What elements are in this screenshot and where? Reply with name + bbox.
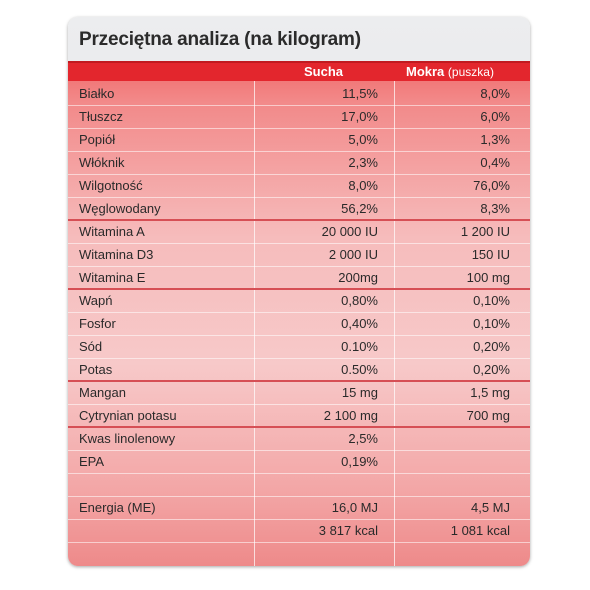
wet-value: 1,3% xyxy=(480,132,510,147)
table-row: Witamina D3 2 000 IU 150 IU xyxy=(68,244,530,267)
dry-value: 2 000 IU xyxy=(328,247,378,262)
wet-value: 1,5 mg xyxy=(470,385,510,400)
table-row: Witamina A 20 000 IU 1 200 IU xyxy=(68,221,530,244)
header-wet: Mokra (puszka) xyxy=(406,64,494,79)
table-row: Wilgotność 8,0% 76,0% xyxy=(68,175,530,198)
dry-value: 11,5% xyxy=(342,86,378,101)
table-row: Tłuszcz 17,0% 6,0% xyxy=(68,106,530,129)
header-dry: Sucha xyxy=(304,64,344,79)
dry-value: 16,0 MJ xyxy=(331,500,378,515)
dry-value: 2,3% xyxy=(348,155,378,170)
dry-value: 200mg xyxy=(338,270,378,285)
dry-value: 0,40% xyxy=(341,316,378,331)
wet-value: 1 200 IU xyxy=(460,224,510,239)
table-row: Energia (ME) 16,0 MJ 4,5 MJ xyxy=(68,497,530,520)
table-row: Włóknik 2,3% 0,4% xyxy=(68,152,530,175)
row-label: Mangan xyxy=(79,385,126,400)
row-label: Witamina D3 xyxy=(79,247,154,262)
dry-value: 0,19% xyxy=(341,454,378,469)
wet-value: 1 081 kcal xyxy=(450,523,510,538)
table-row: Sód 0.10% 0,20% xyxy=(68,336,530,359)
row-label: Witamina E xyxy=(79,270,146,285)
dry-value: 15 mg xyxy=(341,385,378,400)
dry-value: 5,0% xyxy=(348,132,378,147)
column-divider xyxy=(254,81,255,566)
row-label: Włóknik xyxy=(79,155,125,170)
row-label: Popiół xyxy=(79,132,116,147)
wet-value: 6,0% xyxy=(480,109,510,124)
table-row: Kwas linolenowy 2,5% xyxy=(68,428,530,451)
wet-value: 0,10% xyxy=(473,293,510,308)
row-label: Fosfor xyxy=(79,316,116,331)
dry-value: 56,2% xyxy=(341,201,378,216)
dry-value: 0.10% xyxy=(341,339,378,354)
table-row: 3 817 kcal 1 081 kcal xyxy=(68,520,530,543)
dry-value: 20 000 IU xyxy=(321,224,378,239)
table-row: Potas 0.50% 0,20% xyxy=(68,359,530,382)
table-row: Fosfor 0,40% 0,10% xyxy=(68,313,530,336)
table-row: Węglowodany 56,2% 8,3% xyxy=(68,198,530,221)
table-header: Sucha Mokra (puszka) xyxy=(68,61,530,81)
row-label: Witamina A xyxy=(79,224,145,239)
column-divider xyxy=(394,81,395,566)
row-label: EPA xyxy=(79,454,105,469)
table-row: Białko 11,5% 8,0% xyxy=(68,83,530,106)
row-label: Kwas linolenowy xyxy=(79,431,176,446)
wet-value: 100 mg xyxy=(466,270,510,285)
row-label: Cytrynian potasu xyxy=(79,408,177,423)
wet-value: 8,3% xyxy=(480,201,510,216)
row-label: Sód xyxy=(79,339,103,354)
row-label: Potas xyxy=(79,362,113,377)
row-label: Energia (ME) xyxy=(79,500,156,515)
wet-value: 0,10% xyxy=(473,316,510,331)
table-row: Cytrynian potasu 2 100 mg 700 mg xyxy=(68,405,530,428)
table-row xyxy=(68,474,530,497)
header-wet-sub: (puszka) xyxy=(447,65,494,79)
table-row: Wapń 0,80% 0,10% xyxy=(68,290,530,313)
row-label: Tłuszcz xyxy=(79,109,124,124)
table-row: Witamina E 200mg 100 mg xyxy=(68,267,530,290)
dry-value: 8,0% xyxy=(348,178,378,193)
dry-value: 2,5% xyxy=(348,431,378,446)
table-row: Mangan 15 mg 1,5 mg xyxy=(68,382,530,405)
row-label: Węglowodany xyxy=(79,201,161,216)
dry-value: 17,0% xyxy=(341,109,378,124)
wet-value: 8,0% xyxy=(480,86,510,101)
wet-value: 76,0% xyxy=(473,178,510,193)
nutrition-analysis-card: Przeciętna analiza (na kilogram) Sucha M… xyxy=(68,17,530,566)
row-label: Wapń xyxy=(79,293,113,308)
table-row: Popiół 5,0% 1,3% xyxy=(68,129,530,152)
dry-value: 0.50% xyxy=(341,362,378,377)
row-label: Białko xyxy=(79,86,115,101)
dry-value: 2 100 mg xyxy=(323,408,378,423)
table-row: EPA 0,19% xyxy=(68,451,530,474)
wet-value: 4,5 MJ xyxy=(470,500,510,515)
wet-value: 0,4% xyxy=(480,155,510,170)
row-label: Wilgotność xyxy=(79,178,143,193)
wet-value: 150 IU xyxy=(471,247,510,262)
wet-value: 0,20% xyxy=(473,339,510,354)
wet-value: 700 mg xyxy=(466,408,510,423)
analysis-table: Sucha Mokra (puszka) Białko 11,5% 8,0% Tłus… xyxy=(68,61,530,566)
table-title: Przeciętna analiza (na kilogram) xyxy=(79,29,361,50)
dry-value: 3 817 kcal xyxy=(318,523,378,538)
dry-value: 0,80% xyxy=(341,293,378,308)
wet-value: 0,20% xyxy=(473,362,510,377)
